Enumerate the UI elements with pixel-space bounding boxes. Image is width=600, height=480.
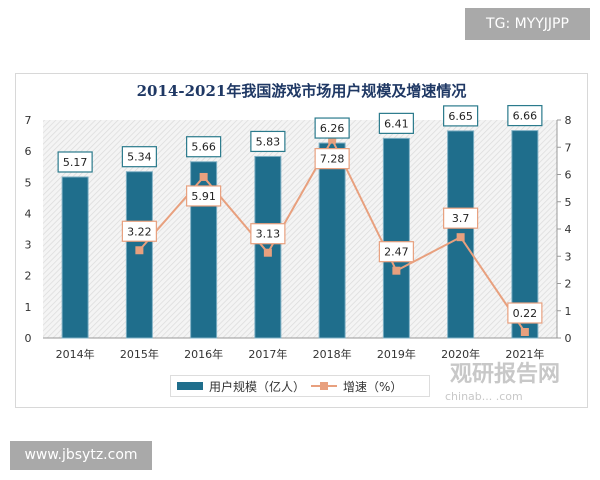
right-tick-label: 0 xyxy=(565,332,572,345)
growth-data-label: 5.91 xyxy=(191,190,216,203)
tg-badge: TG: MYYJJPP xyxy=(465,8,590,40)
growth-marker xyxy=(135,246,144,255)
left-tick-label: 4 xyxy=(25,207,32,220)
bar-data-label-box xyxy=(378,112,414,134)
plot-area xyxy=(43,120,557,338)
left-tick-label: 2 xyxy=(25,270,32,283)
growth-marker xyxy=(328,135,337,144)
growth-data-label-box xyxy=(186,185,222,207)
growth-data-label-box xyxy=(443,207,479,229)
legend-line-label: 增速（%） xyxy=(343,379,403,394)
chart-frame xyxy=(15,73,588,408)
x-tick-label: 2019年 xyxy=(377,347,416,361)
bar-data-label-box xyxy=(186,136,222,158)
left-tick-label: 7 xyxy=(25,114,32,127)
growth-marker xyxy=(263,248,272,257)
x-tick-label: 2017年 xyxy=(248,347,287,361)
x-tick-label: 2021年 xyxy=(505,347,544,361)
bar-data-label: 5.66 xyxy=(191,141,216,154)
bar-data-label: 6.26 xyxy=(320,122,345,135)
growth-data-label: 3.13 xyxy=(256,228,281,241)
growth-data-label: 3.7 xyxy=(452,212,470,225)
right-tick-label: 5 xyxy=(565,196,572,209)
growth-data-label-box xyxy=(121,220,157,242)
growth-data-label-box xyxy=(250,223,286,245)
watermark-site: chinab... .com xyxy=(445,390,523,403)
bar xyxy=(61,176,89,339)
bar-data-label-box xyxy=(57,151,93,173)
left-tick-label: 3 xyxy=(25,239,32,252)
bar-data-label: 6.65 xyxy=(448,110,473,123)
watermark-logo: 观研报告网 xyxy=(450,362,561,387)
growth-marker xyxy=(520,328,529,337)
bar-data-label: 6.41 xyxy=(384,117,409,130)
growth-marker xyxy=(392,266,401,275)
left-tick-label: 0 xyxy=(25,332,32,345)
x-tick-label: 2018年 xyxy=(313,347,352,361)
bar-data-label-box xyxy=(314,117,350,139)
bar-data-label-box xyxy=(507,104,543,127)
growth-data-label-box xyxy=(314,148,350,170)
x-tick-label: 2014年 xyxy=(56,347,95,361)
bar-data-label: 5.83 xyxy=(256,135,281,148)
growth-data-label-box xyxy=(378,241,414,263)
x-tick-label: 2015年 xyxy=(120,347,159,361)
chart-title: 2014-2021年我国游戏市场用户规模及增速情况 xyxy=(136,82,467,100)
website-badge: www.jbsytz.com xyxy=(10,441,152,470)
right-tick-label: 7 xyxy=(565,141,572,154)
left-tick-label: 5 xyxy=(25,176,32,189)
legend-line-swatch xyxy=(311,382,338,390)
bar xyxy=(382,137,410,339)
bar xyxy=(254,155,282,339)
x-tick-label: 2020年 xyxy=(441,347,480,361)
left-tick-label: 1 xyxy=(25,301,32,314)
right-tick-label: 3 xyxy=(565,250,572,263)
right-tick-label: 1 xyxy=(565,305,572,318)
bar-data-label-box xyxy=(121,146,157,168)
growth-data-label: 3.22 xyxy=(127,225,152,238)
left-tick-label: 6 xyxy=(25,145,32,158)
legend-bar-label: 用户规模（亿人） xyxy=(209,379,306,394)
growth-marker xyxy=(456,233,465,242)
x-tick-label: 2016年 xyxy=(184,347,223,361)
right-tick-label: 6 xyxy=(565,169,572,182)
bar-data-label-box xyxy=(250,130,286,153)
bar-data-label-box xyxy=(443,105,479,127)
bar-data-label: 5.34 xyxy=(127,151,152,164)
bar-data-label: 5.17 xyxy=(63,156,88,169)
legend: 用户规模（亿人） 增速（%） xyxy=(170,375,430,397)
bar xyxy=(125,171,153,339)
right-tick-label: 8 xyxy=(565,114,572,127)
bar xyxy=(318,142,346,339)
right-tick-label: 2 xyxy=(565,278,572,291)
right-tick-label: 4 xyxy=(565,223,572,236)
growth-marker xyxy=(199,172,208,181)
bar-data-label: 6.66 xyxy=(513,110,538,123)
legend-bar-swatch xyxy=(177,382,203,390)
growth-data-label-box xyxy=(507,302,543,324)
growth-data-label: 7.28 xyxy=(320,153,345,166)
growth-data-label: 0.22 xyxy=(513,307,538,320)
growth-data-label: 2.47 xyxy=(384,246,409,259)
